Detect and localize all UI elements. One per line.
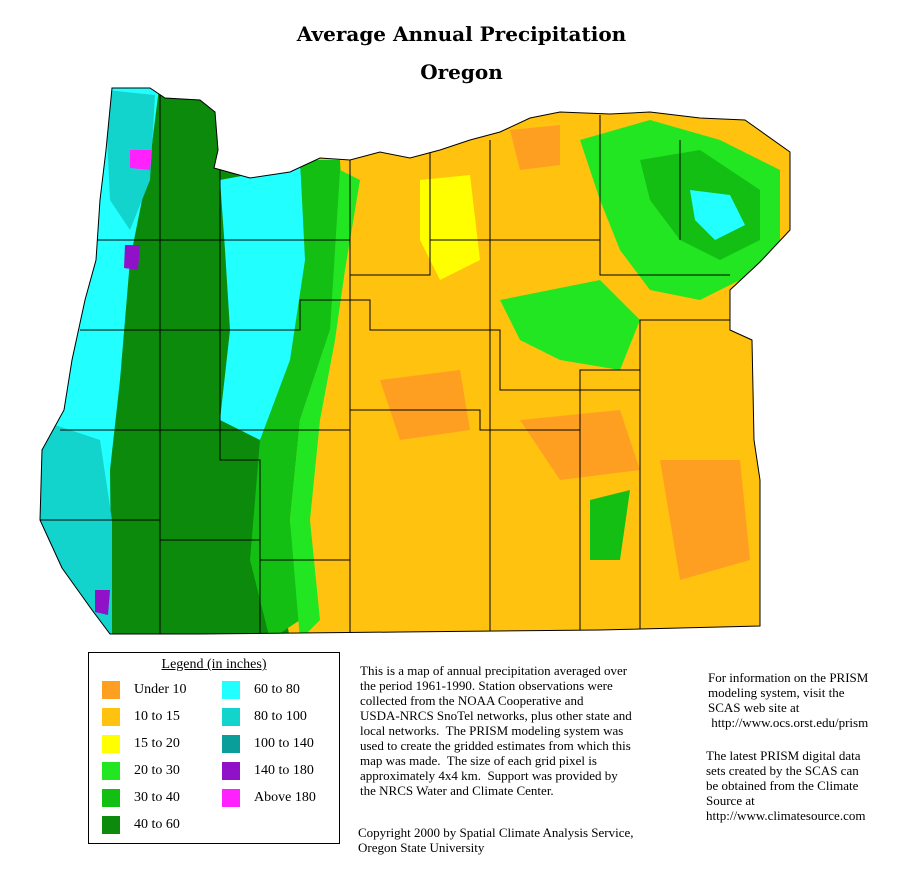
legend-swatch xyxy=(102,762,120,780)
zone-30-40 xyxy=(250,160,345,634)
legend-item: 20 to 30 xyxy=(102,761,180,781)
legend-item: 40 to 60 xyxy=(102,815,180,835)
legend-swatch xyxy=(102,816,120,834)
legend-label: 60 to 80 xyxy=(254,682,300,697)
oregon-precipitation-map xyxy=(39,87,791,635)
legend-item: Above 180 xyxy=(222,788,316,808)
map-title: Average Annual Precipitation xyxy=(296,22,627,46)
zone-wallowa-60-80 xyxy=(690,190,745,240)
data-source-text: The latest PRISM digital data sets creat… xyxy=(706,748,866,823)
legend: Legend (in inches) Under 10 10 to 15 15 to… xyxy=(88,652,340,844)
legend-swatch xyxy=(102,789,120,807)
zone-under-10-columbia xyxy=(510,125,560,170)
legend-title: Legend (in inches) xyxy=(161,657,267,672)
legend-item: 80 to 100 xyxy=(222,707,307,727)
legend-label: 20 to 30 xyxy=(134,763,180,778)
state-outline xyxy=(39,87,791,635)
legend-label: Under 10 xyxy=(134,682,187,697)
map-subtitle: Oregon xyxy=(420,60,503,84)
legend-item: 60 to 80 xyxy=(222,680,300,700)
legend-swatch xyxy=(102,681,120,699)
zone-central-highlands xyxy=(500,280,640,370)
legend-swatch xyxy=(222,681,240,699)
legend-swatch xyxy=(222,708,240,726)
legend-swatch xyxy=(102,708,120,726)
legend-label: 10 to 15 xyxy=(134,709,180,724)
legend-label: 80 to 100 xyxy=(254,709,307,724)
zone-under-10-alvord xyxy=(660,460,750,580)
legend-swatch xyxy=(222,735,240,753)
zone-under-10-central xyxy=(380,370,470,440)
legend-item: 140 to 180 xyxy=(222,761,314,781)
legend-label: 15 to 20 xyxy=(134,736,180,751)
prism-info-text: For information on the PRISM modeling sy… xyxy=(708,670,869,730)
legend-swatch xyxy=(222,762,240,780)
legend-swatch xyxy=(102,735,120,753)
legend-swatch xyxy=(222,789,240,807)
zone-15-20 xyxy=(420,175,480,280)
legend-item: 100 to 140 xyxy=(222,734,314,754)
legend-label: Above 180 xyxy=(254,790,316,805)
zone-140-180 xyxy=(124,245,140,270)
legend-label: 100 to 140 xyxy=(254,736,314,751)
legend-label: 40 to 60 xyxy=(134,817,180,832)
legend-item: 10 to 15 xyxy=(102,707,180,727)
legend-label: 30 to 40 xyxy=(134,790,180,805)
zone-140-180-south xyxy=(95,590,110,615)
zone-60-80 xyxy=(40,88,160,634)
legend-item: 30 to 40 xyxy=(102,788,180,808)
zone-20-30 xyxy=(290,170,360,634)
county-boundaries xyxy=(40,90,730,634)
zone-above-180 xyxy=(130,150,152,170)
legend-item: Under 10 xyxy=(102,680,187,700)
zone-steens xyxy=(590,490,630,560)
legend-label: 140 to 180 xyxy=(254,763,314,778)
copyright-text: Copyright 2000 by Spatial Climate Analys… xyxy=(358,825,634,855)
map-description: This is a map of annual precipitation av… xyxy=(360,663,632,798)
legend-item: 15 to 20 xyxy=(102,734,180,754)
